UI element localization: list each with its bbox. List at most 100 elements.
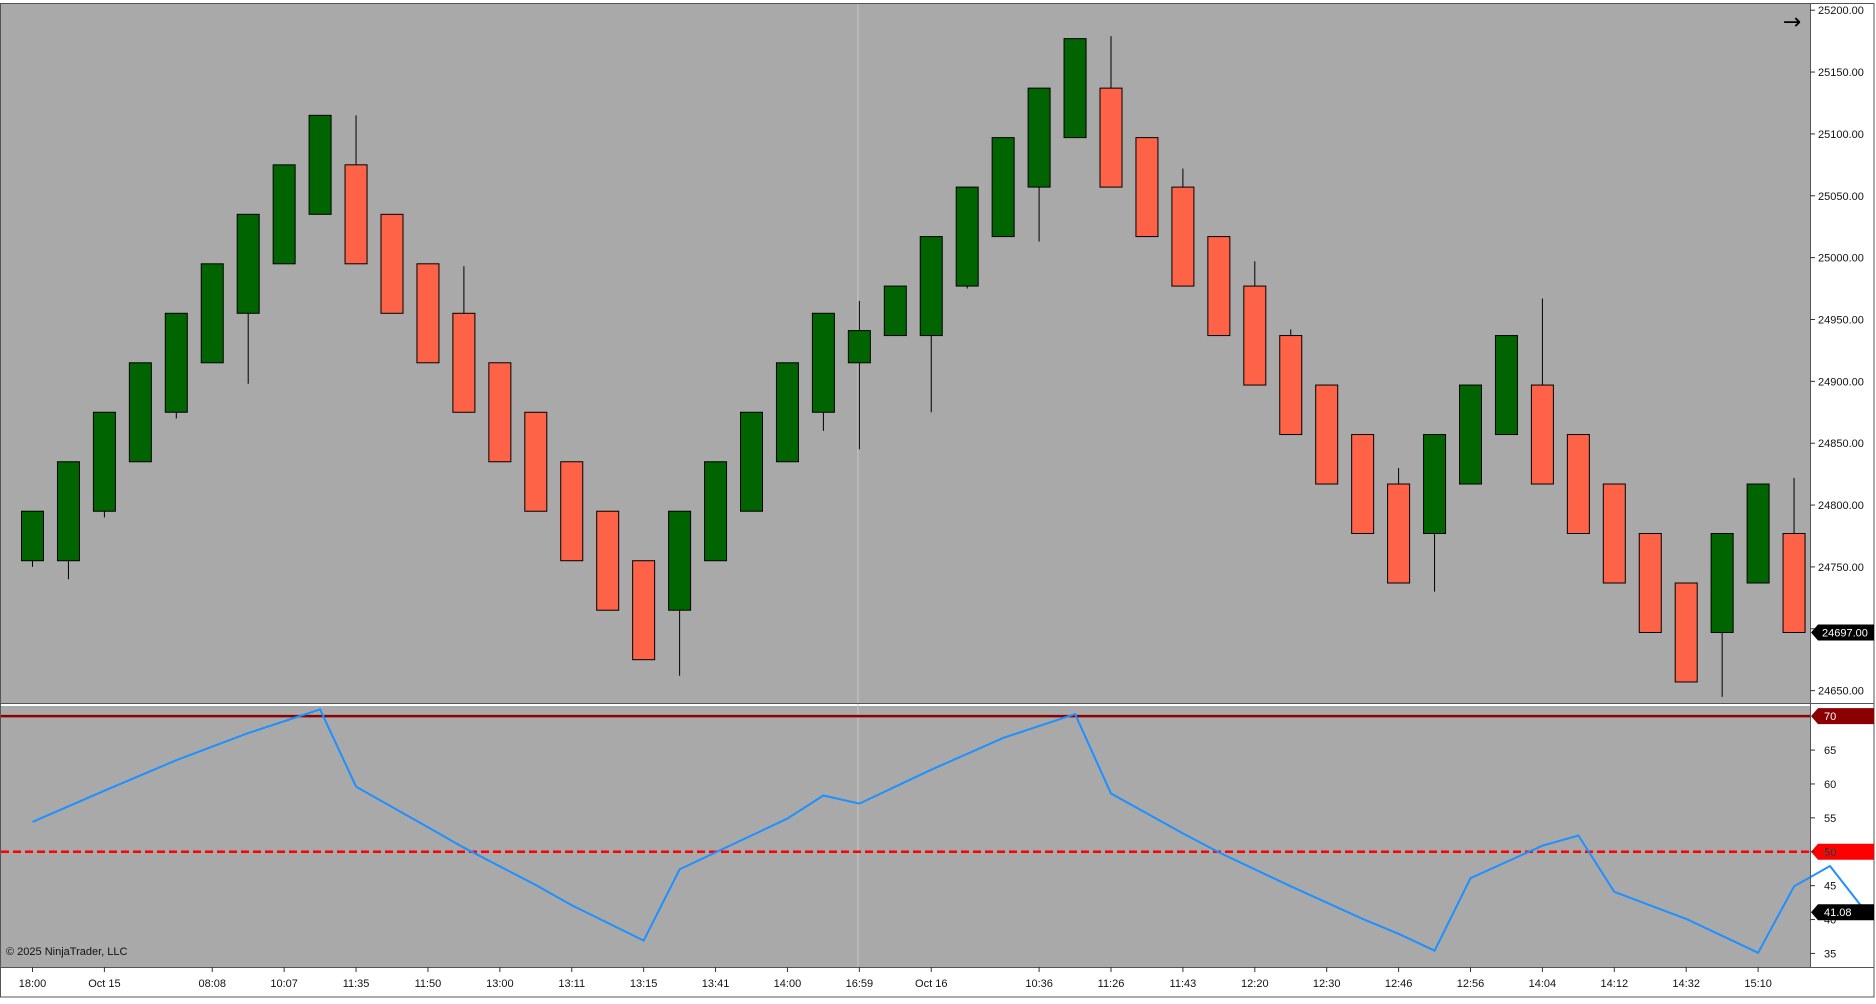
candle (200, 263, 224, 364)
candle (488, 362, 512, 463)
candle (811, 312, 835, 431)
candle (1423, 434, 1447, 592)
candle-body (1207, 236, 1231, 337)
rsi-tick-label: 35 (1824, 948, 1836, 960)
y-tick-label: 24750.00 (1818, 562, 1864, 574)
rsi-line (32, 708, 1867, 955)
candle (740, 411, 763, 512)
candle-body (1602, 483, 1626, 584)
arrow-right-icon[interactable]: → (1782, 10, 1802, 35)
candle-body (1171, 186, 1195, 287)
candle-body (416, 263, 440, 364)
candle-body (452, 312, 476, 413)
candle-body (1387, 483, 1411, 584)
rsi-level-marker-70: 70 (1811, 708, 1874, 725)
rsi-level-marker-50: 50 (1811, 843, 1874, 860)
candle (1171, 168, 1195, 287)
candle (632, 560, 656, 661)
candle-body (1279, 335, 1303, 436)
x-tick-label: 11:26 (1098, 978, 1125, 990)
candle (1099, 36, 1123, 188)
candle (164, 312, 188, 419)
x-tick-label: 14:12 (1601, 978, 1629, 990)
candle-body (1099, 87, 1123, 188)
x-tick-label: 10:36 (1025, 978, 1053, 990)
candle (1027, 87, 1051, 242)
candle (1530, 298, 1554, 485)
candle-body (668, 510, 692, 611)
candle-body (272, 164, 296, 265)
y-tick-label: 24850.00 (1818, 438, 1864, 450)
candle (1638, 533, 1662, 633)
x-tick-label: 15:10 (1744, 978, 1772, 990)
candle-body (704, 461, 728, 562)
candle (596, 510, 620, 611)
candle-body (560, 461, 584, 562)
candlestick-series (21, 36, 1806, 697)
candle (1674, 582, 1698, 683)
x-tick-label: 14:04 (1529, 978, 1557, 990)
candle-body (1063, 38, 1087, 139)
x-tick-label: 08:08 (198, 978, 226, 990)
candle-body (847, 330, 871, 364)
candle-body (164, 312, 188, 413)
candle (524, 411, 548, 512)
x-tick-label: 12:30 (1313, 978, 1341, 990)
rsi-last-value-tag (1811, 904, 1874, 921)
candle-body (1027, 87, 1051, 188)
candle-body (955, 186, 979, 287)
candle (128, 362, 152, 463)
rsi-tick-label: 65 (1824, 745, 1836, 757)
chart-frame (0, 3, 1875, 998)
candle (56, 461, 80, 580)
candle-body (991, 137, 1015, 238)
candle-body (308, 114, 332, 215)
rsi-tick-label: 55 (1824, 813, 1836, 825)
candle (416, 263, 440, 364)
rsi-last-value-label: 41.08 (1824, 907, 1852, 919)
last-price-label: 24697.00 (1822, 627, 1868, 639)
candle-body (1566, 434, 1590, 535)
x-tick-label: 11:50 (415, 978, 442, 990)
y-tick-label: 24900.00 (1818, 376, 1864, 388)
candle-body (56, 461, 80, 562)
x-tick-label: Oct 16 (915, 978, 947, 990)
candle (236, 213, 260, 384)
candle (1710, 533, 1734, 697)
x-tick-label: 12:20 (1241, 978, 1269, 990)
candle-body (1710, 533, 1734, 633)
candle (92, 411, 116, 518)
candle-body (1638, 533, 1662, 633)
candle (847, 300, 871, 450)
candle-body (919, 236, 943, 337)
candle-body (1746, 483, 1770, 584)
candle-body (1782, 533, 1806, 633)
candle (1243, 261, 1267, 386)
candle (919, 236, 943, 413)
candle-body (128, 362, 152, 463)
rsi-level-label: 50 (1824, 847, 1836, 859)
candle (1494, 335, 1518, 436)
candle (380, 213, 404, 314)
candle-body (1494, 335, 1518, 436)
candle-body (524, 411, 548, 512)
candle (668, 510, 692, 676)
rsi-tick-label: 50 (1824, 847, 1836, 859)
candle (272, 164, 296, 265)
candle (1387, 467, 1411, 584)
x-tick-label: 16:59 (846, 978, 874, 990)
candle-body (344, 164, 368, 265)
candle (21, 510, 44, 567)
axes: 24650.0024700.0024750.0024800.0024850.00… (0, 3, 1875, 998)
candle (1746, 483, 1770, 584)
rsi-last-value-marker: 41.08 (1811, 904, 1874, 921)
candle-body (380, 213, 404, 314)
rsi-tick-label: 60 (1824, 779, 1836, 791)
last-price-tag (1811, 624, 1874, 641)
x-tick-label: 13:11 (558, 978, 585, 990)
candle-body (1459, 384, 1482, 485)
candle-body (1315, 384, 1339, 485)
candle-body (1423, 434, 1447, 535)
